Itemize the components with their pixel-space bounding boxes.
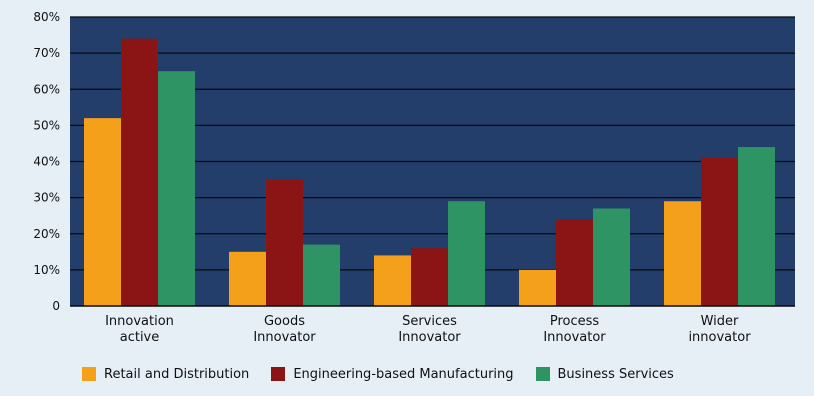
y-tick-label: 10%: [33, 263, 60, 277]
legend-swatch-engineering: [271, 367, 286, 381]
y-tick-label: 60%: [33, 82, 60, 96]
bar: [84, 118, 121, 307]
bar: [411, 248, 448, 306]
y-tick-label: 20%: [33, 227, 60, 241]
bar: [374, 255, 411, 306]
bar: [593, 208, 630, 306]
bar: [519, 269, 556, 306]
legend: Retail and Distribution Engineering-base…: [82, 364, 696, 384]
legend-item-business: Business Services: [535, 366, 674, 382]
x-tick-label: Wider innovator: [688, 314, 751, 345]
legend-swatch-business: [535, 367, 550, 381]
legend-item-retail: Retail and Distribution: [82, 367, 249, 382]
bars: [84, 38, 775, 307]
x-tick-label: Process Innovator: [543, 314, 606, 345]
y-tick-label: 40%: [33, 155, 60, 169]
legend-swatch-retail: [82, 367, 96, 381]
legend-item-engineering: Engineering-based Manufacturing: [271, 366, 514, 382]
y-tick-label: 70%: [33, 46, 60, 60]
y-tick-label: 80%: [33, 10, 60, 24]
x-axis-tick-labels: Innovation active Goods Innovator Services In…: [105, 314, 751, 345]
y-tick-label: 30%: [33, 191, 60, 205]
bar: [121, 38, 158, 307]
x-tick-label: Innovation active: [105, 314, 174, 345]
bar: [448, 201, 485, 306]
bar: [266, 179, 303, 306]
legend-label-engineering: Engineering-based Manufacturing: [293, 366, 514, 382]
bar: [158, 71, 195, 306]
bar: [229, 251, 266, 306]
bar: [664, 201, 701, 306]
x-tick-label: Services Innovator: [398, 314, 461, 345]
bar: [303, 244, 340, 306]
y-tick-label: 50%: [33, 118, 60, 132]
legend-label-retail: Retail and Distribution: [104, 366, 250, 382]
bar: [738, 147, 775, 306]
legend-label-business: Business Services: [557, 366, 674, 382]
bar: [556, 219, 593, 306]
bar: [701, 157, 738, 306]
y-axis-tick-labels: 0 10% 20% 30% 40% 50% 60% 70% 80%: [33, 10, 60, 313]
y-tick-label: 0: [52, 299, 60, 313]
x-tick-label: Goods Innovator: [253, 314, 316, 345]
